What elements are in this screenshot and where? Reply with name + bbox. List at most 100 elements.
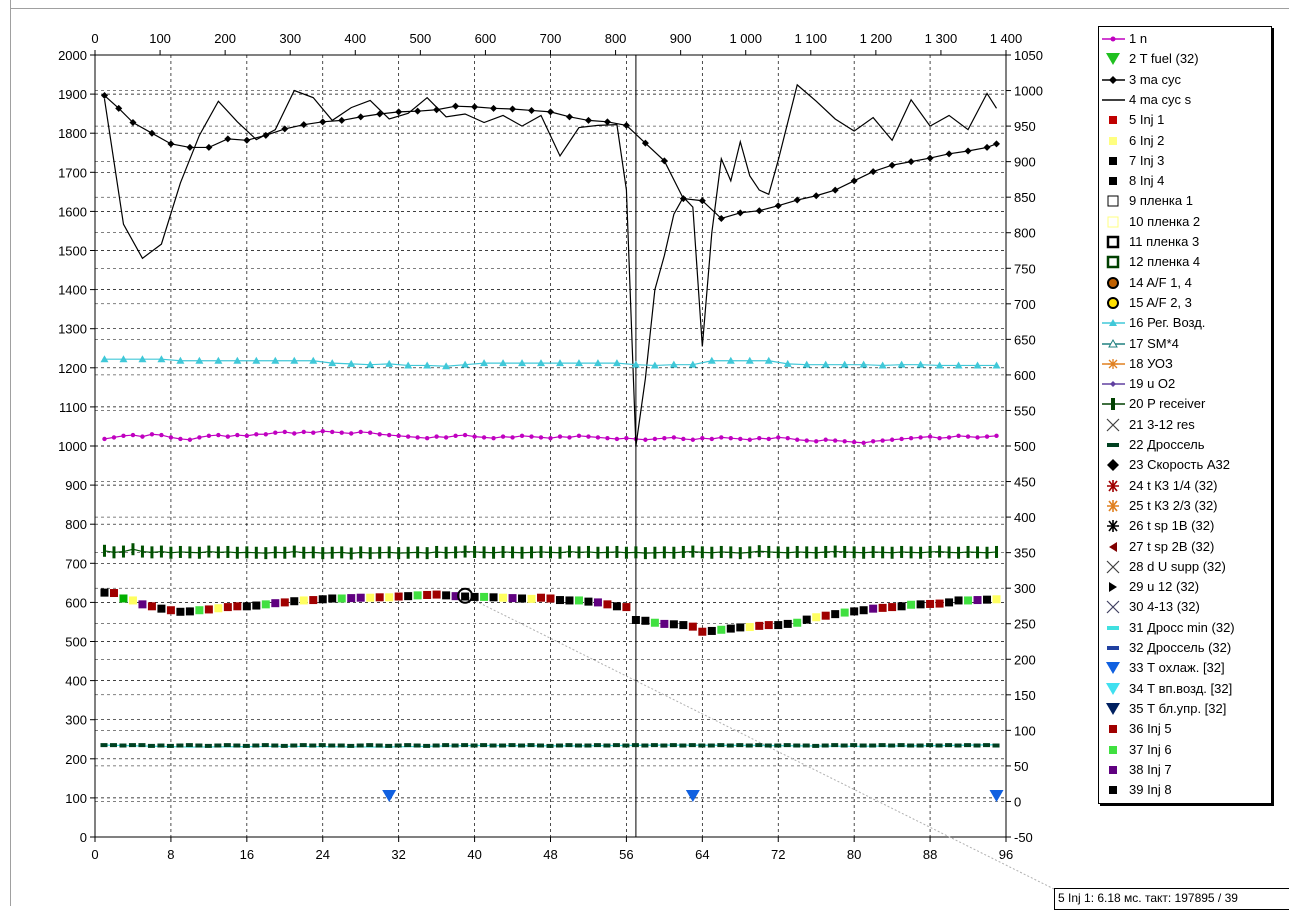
legend-marker-icon [1102,338,1125,347]
window-left-border [10,0,11,906]
legend-item[interactable]: 14 A/F 1, 4 [1099,273,1269,293]
data-point-22-дроссель [309,743,317,748]
legend-item[interactable]: 33 Т охлаж. [32] [1099,658,1269,678]
data-point-1-n [206,433,212,439]
legend-item[interactable]: 12 пленка 4 [1099,252,1269,272]
tick-label-right-y: 750 [1014,261,1036,276]
legend-marker-icon [1102,99,1125,101]
legend-item[interactable]: 15 A/F 2, 3 [1099,293,1269,313]
data-point-1-n [282,429,287,435]
data-point-1-n [225,434,231,439]
tick-label-right-y: 700 [1014,297,1036,312]
data-point-3-ma-cyc [774,202,782,210]
data-point-inj-5-8-36-39 [679,621,688,630]
legend-item[interactable]: 17 SM*4 [1099,334,1269,354]
legend-item[interactable]: 8 Inj 4 [1099,171,1269,191]
data-point-3-ma-cyc [528,106,536,114]
legend-item[interactable]: 9 пленка 1 [1099,191,1269,211]
data-point-3-ma-cyc [755,207,763,215]
data-point-22-дроссель [423,743,431,748]
data-point-22-дроссель [442,743,450,748]
tick-label-bottom-x: 16 [240,847,254,862]
legend-marker-icon [1107,459,1119,472]
legend-item[interactable]: 36 Inj 5 [1099,719,1269,739]
data-point-20-p-receiver [387,546,391,559]
legend-item-label: 32 Дроссель (32) [1129,640,1232,655]
data-point-inj-5-8-36-39 [793,618,802,627]
data-point-3-ma-cyc [186,143,194,151]
legend-item[interactable]: 4 ma cyc s [1099,90,1269,110]
legend-item[interactable]: 19 u O2 [1099,374,1269,394]
legend-item[interactable]: 27 t sp 2B (32) [1099,537,1269,557]
legend-item[interactable]: 20 P receiver [1099,394,1269,414]
legend-item[interactable]: 16 Рег. Возд. [1099,313,1269,333]
data-point-1-n [434,434,439,439]
data-point-22-дроссель [755,743,763,748]
legend-item[interactable]: 25 t К3 2/3 (32) [1099,496,1269,516]
legend-item[interactable]: 38 Inj 7 [1099,760,1269,780]
legend-item[interactable]: 39 Inj 8 [1099,780,1269,800]
data-point-22-дроссель [983,743,991,748]
data-point-20-p-receiver [624,546,628,559]
legend-item[interactable]: 23 Скорость A32 [1099,455,1269,475]
legend-item[interactable]: 5 Inj 1 [1099,110,1269,130]
legend-item[interactable]: 24 t К3 1/4 (32) [1099,476,1269,496]
legend-item-label: 4 ma cyc s [1129,91,1192,107]
data-point-16-рег-возд [821,360,830,368]
data-point-inj-5-8-36-39 [774,621,783,630]
data-point-20-p-receiver [511,546,515,559]
data-point-22-дроссель [195,743,203,748]
data-point-16-рег-возд [157,355,166,363]
legend-item[interactable]: 32 Дроссель (32) [1099,638,1269,658]
legend-item[interactable]: 11 пленка 3 [1099,232,1269,252]
data-point-33-т-охлаж-32 [989,789,1004,802]
data-point-1-n [956,433,961,439]
legend-item-label: 20 P receiver [1129,396,1206,412]
legend-item[interactable]: 26 t sp 1B (32) [1099,516,1269,536]
legend-item[interactable]: 30 4-13 (32) [1099,597,1269,617]
data-point-3-ma-cyc [167,140,175,148]
legend: 1 n 2 T fuel (32) 3 ma cyc 4 ma cyc s 5 Inj … [1098,26,1272,804]
tick-label-left-y: 0 [80,830,87,845]
data-point-3-ma-cyc [907,158,915,166]
legend-item[interactable]: 29 u 12 (32) [1099,577,1269,597]
data-point-20-p-receiver [786,546,790,559]
legend-item[interactable]: 28 d U supp (32) [1099,557,1269,577]
legend-marker-icon [1106,560,1120,574]
legend-item[interactable]: 18 УОЗ [1099,354,1269,374]
data-point-inj-5-8-36-39 [593,598,602,607]
data-point-inj-5-8-36-39 [669,620,678,629]
data-point-16-рег-возд [764,356,773,364]
data-point-20-p-receiver [909,546,913,559]
legend-item[interactable]: 22 Дроссель [1099,435,1269,455]
legend-item[interactable]: 1 n [1099,29,1269,49]
data-point-22-дроссель [850,743,858,748]
legend-item[interactable]: 10 пленка 2 [1099,212,1269,232]
data-point-inj-5-8-36-39 [309,596,318,605]
data-point-3-ma-cyc [490,104,498,112]
data-point-22-дроссель [527,743,535,748]
legend-item[interactable]: 34 Т вп.возд. [32] [1099,679,1269,699]
legend-item[interactable]: 37 Inj 6 [1099,740,1269,760]
legend-item[interactable]: 21 3-12 res [1099,415,1269,435]
data-point-1-n [140,434,145,439]
legend-item[interactable]: 7 Inj 3 [1099,151,1269,171]
tick-label-bottom-x: 80 [847,847,861,862]
data-point-1-n [529,434,534,439]
data-point-inj-5-8-36-39 [204,605,213,614]
data-point-inj-5-8-36-39 [328,594,337,603]
data-point-20-p-receiver [245,546,249,559]
legend-item[interactable]: 31 Дросс min (32) [1099,618,1269,638]
tick-label-right-y: 250 [1014,617,1036,632]
data-point-inj-5-8-36-39 [432,590,441,599]
legend-item[interactable]: 2 T fuel (32) [1099,49,1269,69]
legend-item[interactable]: 6 Inj 2 [1099,131,1269,151]
data-point-22-дроссель [745,743,753,748]
data-point-inj-5-8-36-39 [518,594,527,603]
legend-item[interactable]: 3 ma cyc [1099,70,1269,90]
data-point-16-рег-возд [347,359,356,367]
legend-item[interactable]: 35 Т бл.упр. [32] [1099,699,1269,719]
data-point-20-p-receiver [738,547,742,560]
data-point-1-n [320,428,325,434]
